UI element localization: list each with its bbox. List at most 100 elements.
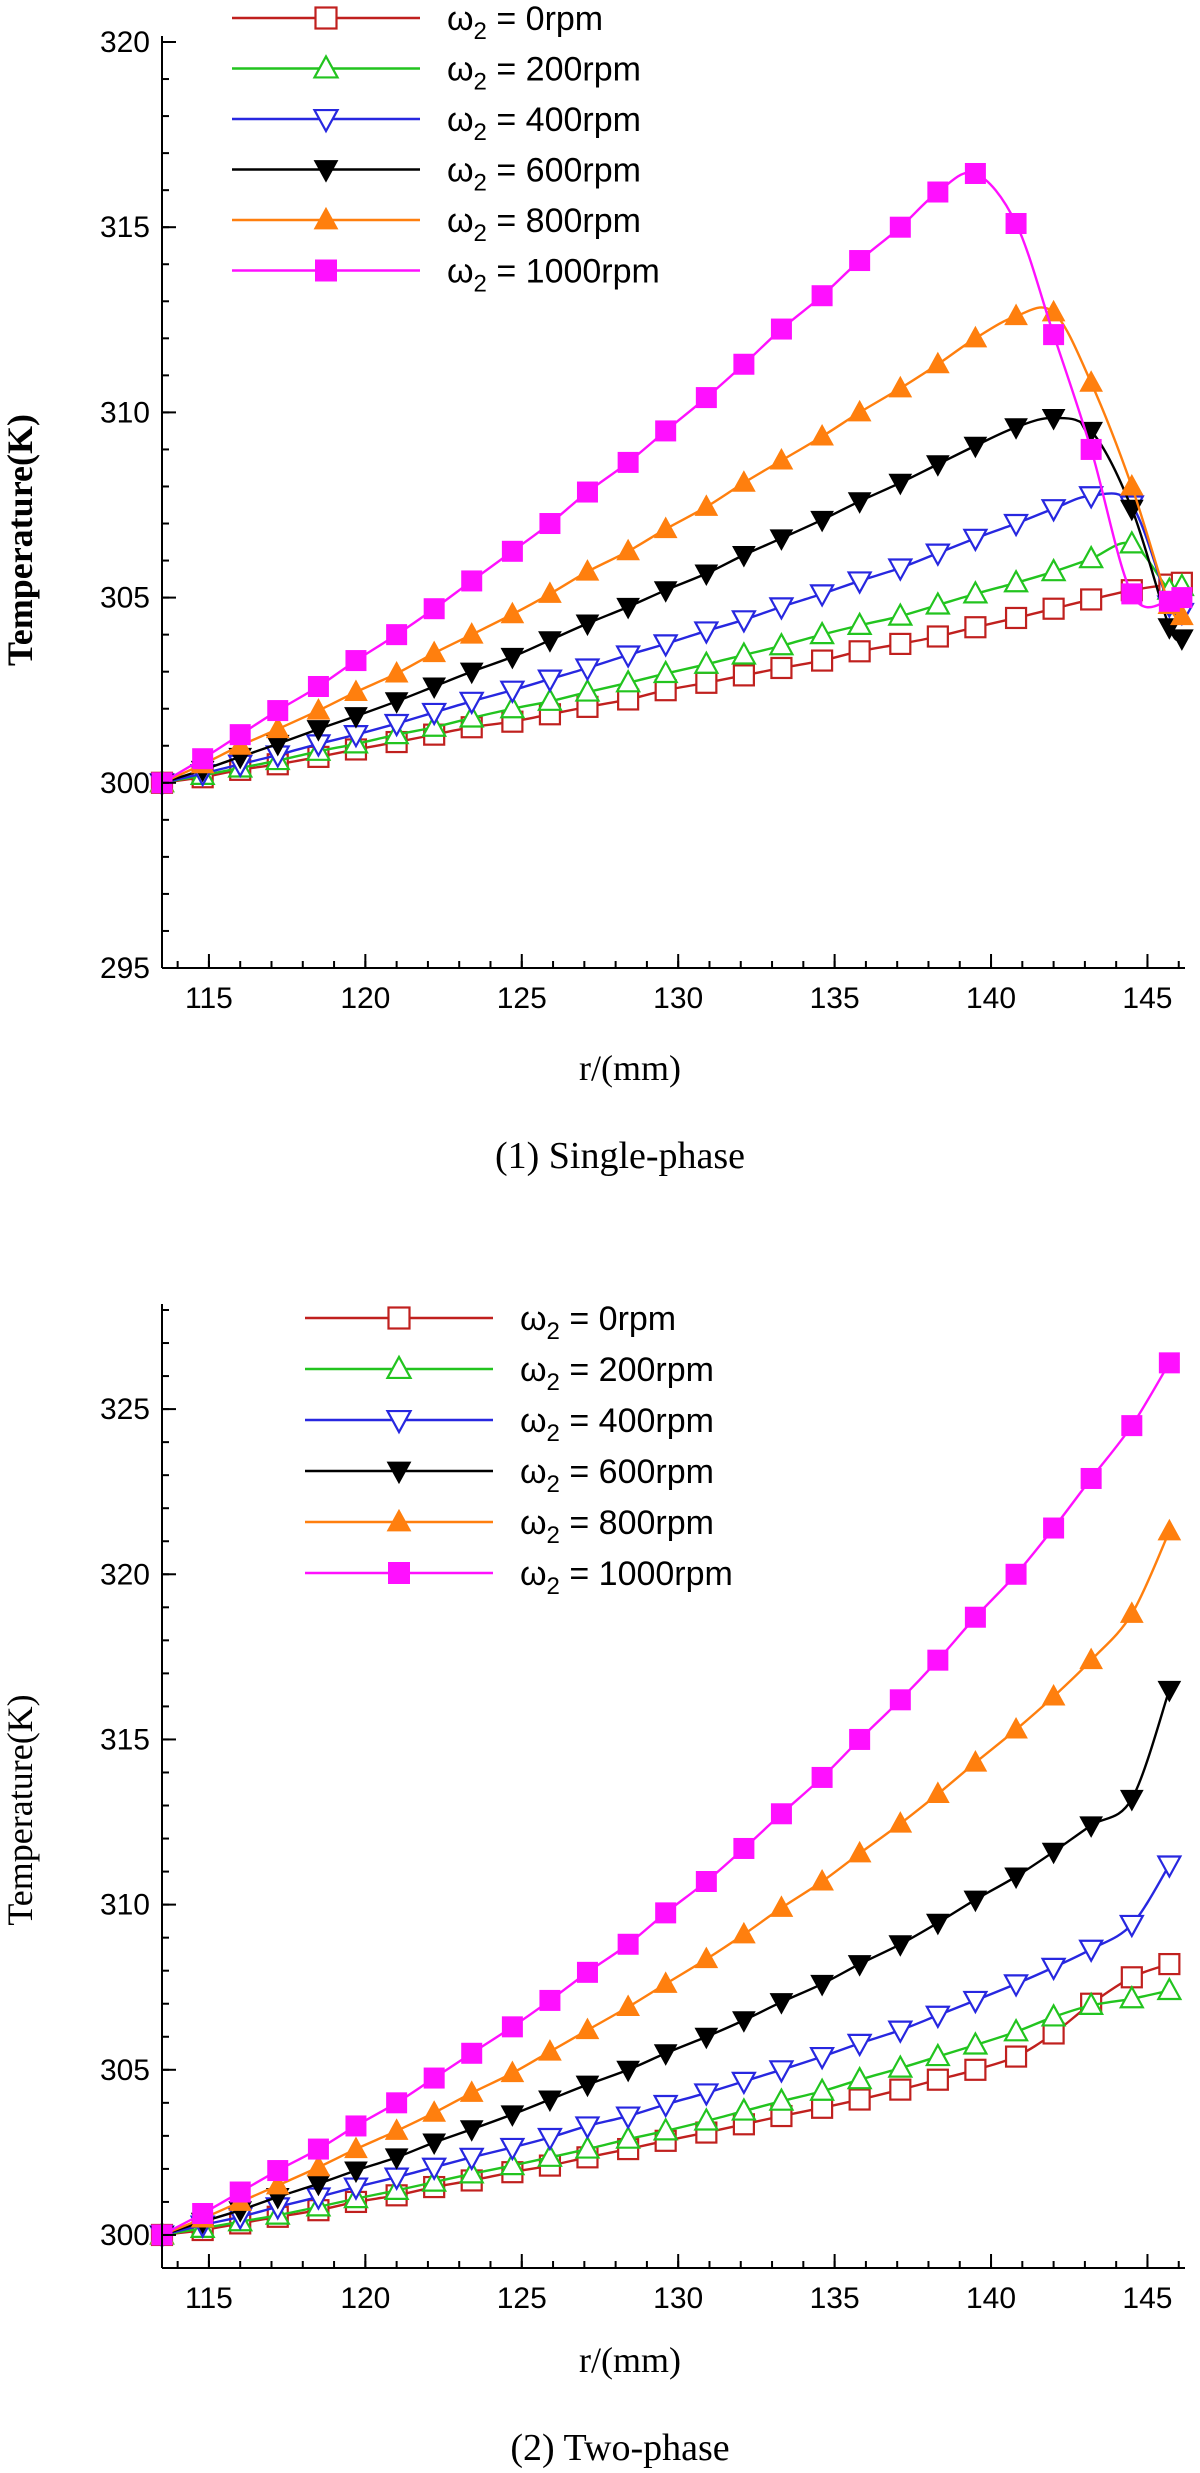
data-point [267, 2160, 289, 2182]
data-point [1041, 1842, 1066, 1865]
data-point [1079, 1816, 1103, 1838]
data-point [1078, 544, 1105, 569]
legend-marker [388, 1562, 410, 1584]
y-tick-label: 310 [100, 396, 150, 429]
data-point [963, 325, 988, 348]
legend-label: ω2 = 1000rpm [520, 1555, 733, 1600]
x-tick-label: 140 [966, 982, 1016, 1015]
legend-marker [385, 1409, 413, 1435]
axes-two-phase: 300 305 310 315 320 325 115 120 125 130 135 140 145 [100, 1304, 1185, 2315]
data-point [811, 1766, 833, 1788]
y-tick-label: 295 [100, 952, 150, 985]
data-point [1157, 1518, 1182, 1541]
data-point [1004, 1867, 1028, 1890]
data-point [422, 677, 447, 700]
data-point [653, 581, 678, 603]
y-tick-label: 320 [100, 26, 150, 59]
data-point [770, 318, 792, 340]
legend-entry: ω2 = 600rpm [232, 152, 641, 197]
data-point [501, 540, 523, 562]
data-point [732, 470, 756, 492]
data-point [1156, 1855, 1183, 1879]
data-point [1004, 606, 1028, 630]
legend-label: ω2 = 800rpm [520, 1504, 714, 1549]
legend-label: ω2 = 200rpm [447, 51, 641, 96]
data-point [693, 2107, 720, 2131]
legend-marker [387, 1306, 411, 1330]
data-point [846, 2033, 873, 2058]
data-point [1170, 629, 1194, 651]
data-point [1118, 1914, 1145, 1939]
data-point [344, 679, 368, 702]
data-point [539, 513, 561, 535]
data-point [229, 2181, 251, 2203]
data-point [1041, 408, 1066, 431]
legend-label: ω2 = 0rpm [520, 1300, 676, 1345]
data-point [500, 2060, 525, 2083]
x-tick-label: 120 [340, 982, 390, 1015]
data-point [695, 671, 718, 694]
data-point [810, 1868, 834, 1891]
data-point [345, 650, 367, 672]
x-tick-label: 145 [1122, 2282, 1172, 2315]
legend-label: ω2 = 400rpm [520, 1402, 714, 1447]
y-tick-label: 320 [100, 1558, 150, 1591]
data-point [386, 624, 408, 646]
data-point [617, 451, 639, 473]
data-point [615, 2125, 641, 2149]
data-point [889, 632, 912, 656]
data-point [693, 650, 720, 674]
y-tick-label: 300 [100, 2219, 150, 2252]
legend-marker [312, 108, 340, 134]
data-point [459, 662, 484, 685]
legend-entry: ω2 = 200rpm [305, 1351, 714, 1396]
data-point [384, 660, 409, 683]
legend-label: ω2 = 600rpm [520, 1453, 714, 1498]
data-point [768, 2060, 795, 2084]
data-point [926, 1781, 950, 1803]
data-point [963, 436, 988, 459]
data-point [849, 250, 871, 272]
data-point [499, 680, 526, 704]
data-point [537, 669, 563, 693]
data-point [963, 1750, 988, 1772]
data-point [615, 669, 641, 693]
data-point [1005, 1563, 1027, 1585]
legend-label: ω2 = 600rpm [447, 152, 641, 197]
data-point [1078, 1939, 1105, 1963]
y-tick-label: 315 [100, 211, 150, 244]
data-point [768, 597, 795, 621]
legend-marker [385, 1354, 413, 1380]
legend-marker [313, 160, 339, 183]
legend-marker [313, 206, 339, 230]
data-point [927, 1649, 949, 1671]
series-line [161, 492, 1183, 784]
x-tick-label: 120 [340, 2282, 390, 2315]
data-point [422, 2100, 447, 2122]
data-point [537, 2143, 563, 2167]
data-point [848, 640, 871, 663]
data-point [889, 1689, 911, 1711]
legend-entry: ω2 = 0rpm [305, 1300, 676, 1345]
data-point [810, 510, 834, 533]
legend-label: ω2 = 800rpm [447, 202, 641, 247]
data-point [1080, 1467, 1102, 1489]
data-point [732, 664, 755, 687]
legend-label: ω2 = 0rpm [447, 0, 603, 45]
data-point [576, 1961, 598, 1983]
data-point [500, 2105, 525, 2127]
data-point [769, 1895, 794, 1917]
y-tick-label: 325 [100, 1393, 150, 1426]
x-tick-label: 115 [185, 982, 233, 1015]
legend-single-phase: ω2 = 0rpm ω2 = 200rpm ω2 = 400rpm ω2 = 600r… [232, 0, 660, 298]
x-tick-label: 135 [810, 982, 860, 1015]
legend-label: ω2 = 1000rpm [447, 253, 660, 298]
data-point [1157, 1680, 1182, 1703]
data-point [1080, 588, 1103, 611]
data-point [461, 570, 483, 592]
data-point [615, 645, 641, 669]
data-point [500, 647, 525, 670]
data-point [1121, 583, 1143, 605]
data-point [1043, 1517, 1065, 1539]
